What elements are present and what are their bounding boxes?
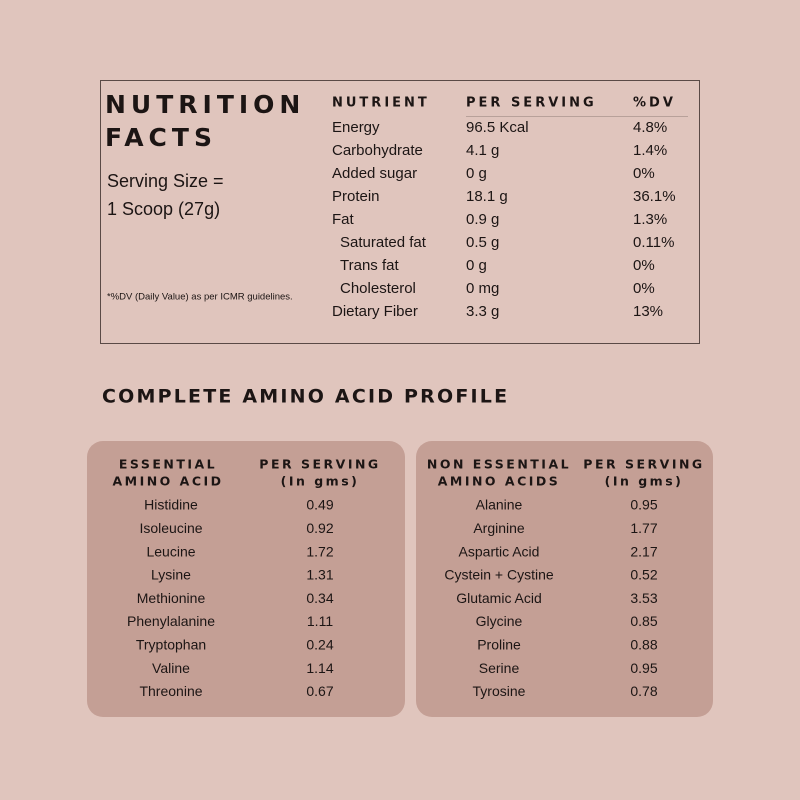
amino-cell: Tryptophan — [136, 637, 206, 653]
amino-cell: 0.49 — [306, 497, 333, 513]
amino-cell: 1.14 — [306, 660, 333, 676]
amino-header: PER SERVING — [259, 457, 380, 472]
non-essential-panel — [416, 441, 713, 717]
nutrition-title: NUTRITION — [105, 90, 305, 119]
amino-cell: 0.24 — [306, 637, 333, 653]
amino-cell: 0.78 — [630, 683, 657, 699]
nutrient-sub-cell: Trans fat — [340, 257, 399, 274]
nutrient-sub-cell: 0 mg — [466, 280, 499, 297]
nutrient-cell: 3.3 g — [466, 303, 499, 320]
amino-cell: 0.92 — [306, 520, 333, 536]
nutrient-cell: 36.1% — [633, 188, 676, 205]
column-header: PER SERVING — [466, 96, 597, 111]
nutrient-cell: 96.5 Kcal — [466, 119, 529, 136]
amino-cell: Glutamic Acid — [456, 590, 542, 606]
amino-cell: Histidine — [144, 497, 198, 513]
amino-cell: 0.85 — [630, 613, 657, 629]
nutrient-cell: Added sugar — [332, 165, 417, 182]
amino-cell: Proline — [477, 637, 521, 653]
amino-cell: Lysine — [151, 567, 191, 583]
amino-cell: Leucine — [146, 543, 195, 559]
nutrient-cell: 18.1 g — [466, 188, 508, 205]
nutrient-cell: Dietary Fiber — [332, 303, 418, 320]
amino-cell: Aspartic Acid — [459, 543, 540, 559]
amino-cell: Glycine — [476, 613, 523, 629]
nutrient-sub-cell: 0.11% — [633, 234, 674, 251]
footnote: *%DV (Daily Value) as per ICMR guideline… — [107, 292, 293, 303]
nutrition-box — [100, 80, 700, 344]
nutrition-title: FACTS — [105, 123, 217, 152]
amino-cell: Threonine — [139, 683, 202, 699]
nutrient-cell: Protein — [332, 188, 380, 205]
amino-cell: 0.88 — [630, 637, 657, 653]
nutrient-cell: 0 g — [466, 165, 487, 182]
amino-cell: 1.11 — [307, 613, 333, 629]
nutrient-cell: 4.1 g — [466, 142, 499, 159]
serving-size: Serving Size = — [107, 171, 224, 191]
amino-cell: Tyrosine — [473, 683, 526, 699]
nutrient-cell: 4.8% — [633, 119, 667, 136]
amino-header: AMINO ACIDS — [438, 474, 561, 489]
nutrient-cell: 0.9 g — [466, 211, 499, 228]
amino-cell: 0.95 — [630, 660, 657, 676]
nutrient-sub-cell: 0.5 g — [466, 234, 499, 251]
nutrient-cell: 1.3% — [633, 211, 667, 228]
amino-cell: 2.17 — [630, 543, 657, 559]
nutrient-sub-cell: 0% — [633, 280, 655, 297]
amino-cell: Methionine — [137, 590, 206, 606]
amino-cell: 1.72 — [306, 543, 333, 559]
amino-cell: Cystein + Cystine — [444, 567, 554, 583]
nutrient-cell: 0% — [633, 165, 655, 182]
amino-title: COMPLETE AMINO ACID PROFILE — [102, 386, 509, 408]
amino-cell: 0.95 — [630, 497, 657, 513]
nutrient-sub-cell: Cholesterol — [340, 280, 416, 297]
nutrient-sub-cell: Saturated fat — [340, 234, 427, 251]
amino-cell: Alanine — [476, 497, 523, 513]
amino-cell: Serine — [479, 660, 520, 676]
amino-cell: Isoleucine — [139, 520, 202, 536]
amino-cell: 0.34 — [306, 590, 333, 606]
amino-header: (In gms) — [281, 474, 360, 489]
amino-header: PER SERVING — [583, 457, 704, 472]
amino-header: ESSENTIAL — [119, 457, 217, 472]
nutrient-cell: 13% — [633, 303, 663, 320]
nutrient-cell: Fat — [332, 211, 355, 228]
serving-size: 1 Scoop (27g) — [107, 199, 220, 219]
column-header: %DV — [633, 96, 676, 111]
amino-cell: Phenylalanine — [127, 613, 215, 629]
essential-panel — [87, 441, 405, 717]
nutrient-cell: Energy — [332, 119, 380, 136]
amino-cell: 1.77 — [630, 520, 657, 536]
amino-header: (In gms) — [605, 474, 684, 489]
nutrient-cell: 1.4% — [633, 142, 667, 159]
column-header: NUTRIENT — [332, 96, 430, 111]
nutrient-sub-cell: 0% — [633, 257, 655, 274]
amino-cell: Arginine — [473, 520, 525, 536]
amino-cell: 1.31 — [306, 567, 333, 583]
amino-cell: 0.52 — [630, 567, 657, 583]
amino-header: NON ESSENTIAL — [427, 457, 571, 472]
nutrient-sub-cell: 0 g — [466, 257, 487, 274]
amino-header: AMINO ACID — [112, 474, 223, 489]
nutrient-cell: Carbohydrate — [332, 142, 423, 159]
amino-cell: 0.67 — [306, 683, 333, 699]
amino-cell: 3.53 — [630, 590, 657, 606]
amino-cell: Valine — [152, 660, 190, 676]
